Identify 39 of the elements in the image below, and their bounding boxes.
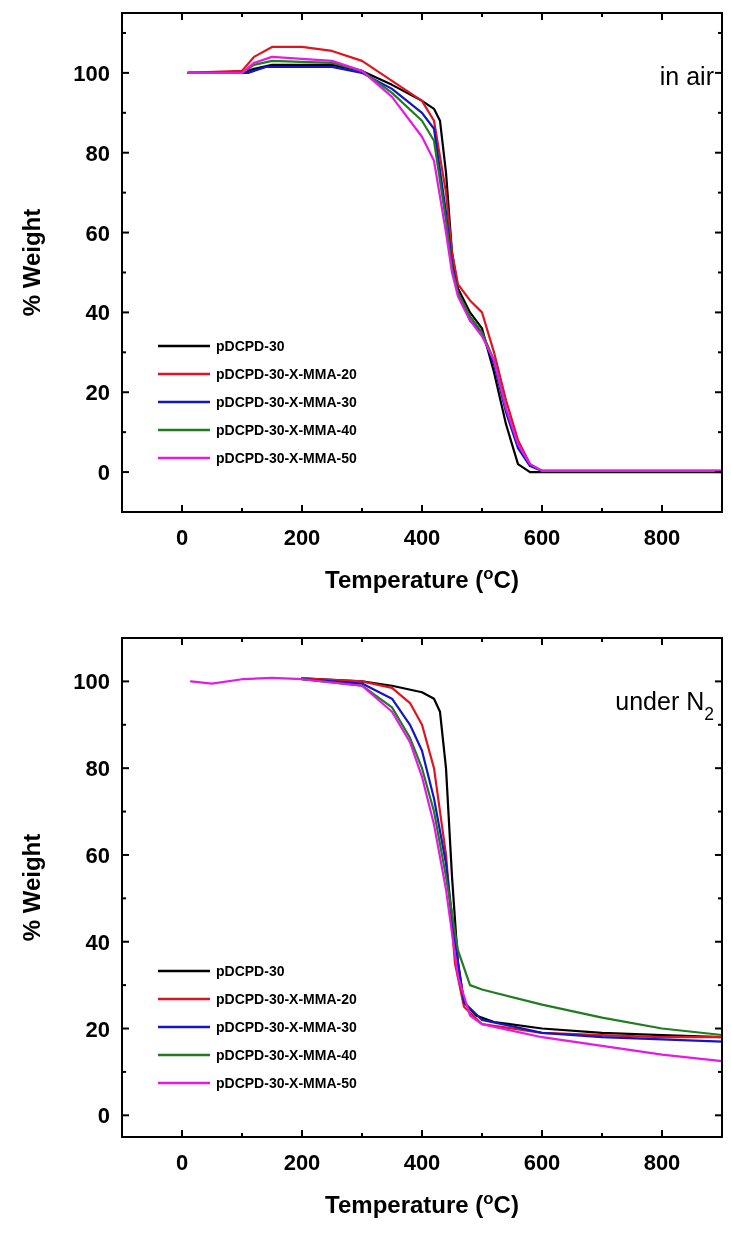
line-series	[189, 676, 724, 1063]
x-axis-title: Temperature ($^{o}$C)	[325, 563, 519, 593]
x-tick-label: 200	[283, 525, 321, 550]
legend-label: pDCPD-30	[216, 963, 285, 979]
y-tick-label: 80	[85, 140, 110, 166]
y-tick-label: 60	[85, 220, 110, 246]
x-tick-label: 0	[175, 525, 189, 550]
x-tick-label: 800	[643, 525, 681, 550]
y-tick-label: 0	[97, 1103, 110, 1129]
y-tick-label: 0	[97, 460, 110, 486]
x-tick-label: 600	[523, 525, 561, 550]
x-tick-label: 200	[283, 1150, 321, 1175]
x-axis-title: Temperature ($^{o}$C)	[325, 1188, 519, 1218]
y-tick-label: 40	[85, 929, 110, 955]
legend-label: pDCPD-30	[216, 338, 285, 354]
x-tick-label: 400	[403, 1150, 441, 1175]
legend-label: pDCPD-30-X-MMA-40	[216, 1047, 357, 1063]
y-axis-title: % Weight	[18, 833, 45, 942]
legend-label: pDCPD-30-X-MMA-20	[216, 991, 357, 1007]
y-axis-title: % Weight	[18, 208, 45, 317]
legend-label: pDCPD-30-X-MMA-30	[216, 394, 357, 410]
annotation: in air	[659, 62, 714, 90]
y-tick-label: 40	[85, 300, 110, 326]
x-tick-label: 800	[643, 1150, 681, 1175]
x-tick-label: 0	[175, 1150, 189, 1175]
y-tick-label: 20	[85, 380, 110, 406]
x-tick-label: 400	[403, 525, 441, 550]
legend-label: pDCPD-30-X-MMA-50	[216, 450, 357, 466]
y-tick-label: 80	[85, 756, 110, 782]
y-tick-label: 60	[85, 842, 110, 868]
legend-label: pDCPD-30-X-MMA-40	[216, 422, 357, 438]
x-tick-label: 600	[523, 1150, 561, 1175]
y-tick-label: 100	[73, 669, 110, 695]
legend-label: pDCPD-30-X-MMA-20	[216, 366, 357, 382]
legend-label: pDCPD-30-X-MMA-30	[216, 1019, 357, 1035]
y-tick-label: 100	[73, 60, 110, 86]
annotation: under N$_{2}$	[615, 687, 714, 724]
legend-label: pDCPD-30-X-MMA-50	[216, 1075, 357, 1091]
y-tick-label: 20	[85, 1016, 110, 1042]
